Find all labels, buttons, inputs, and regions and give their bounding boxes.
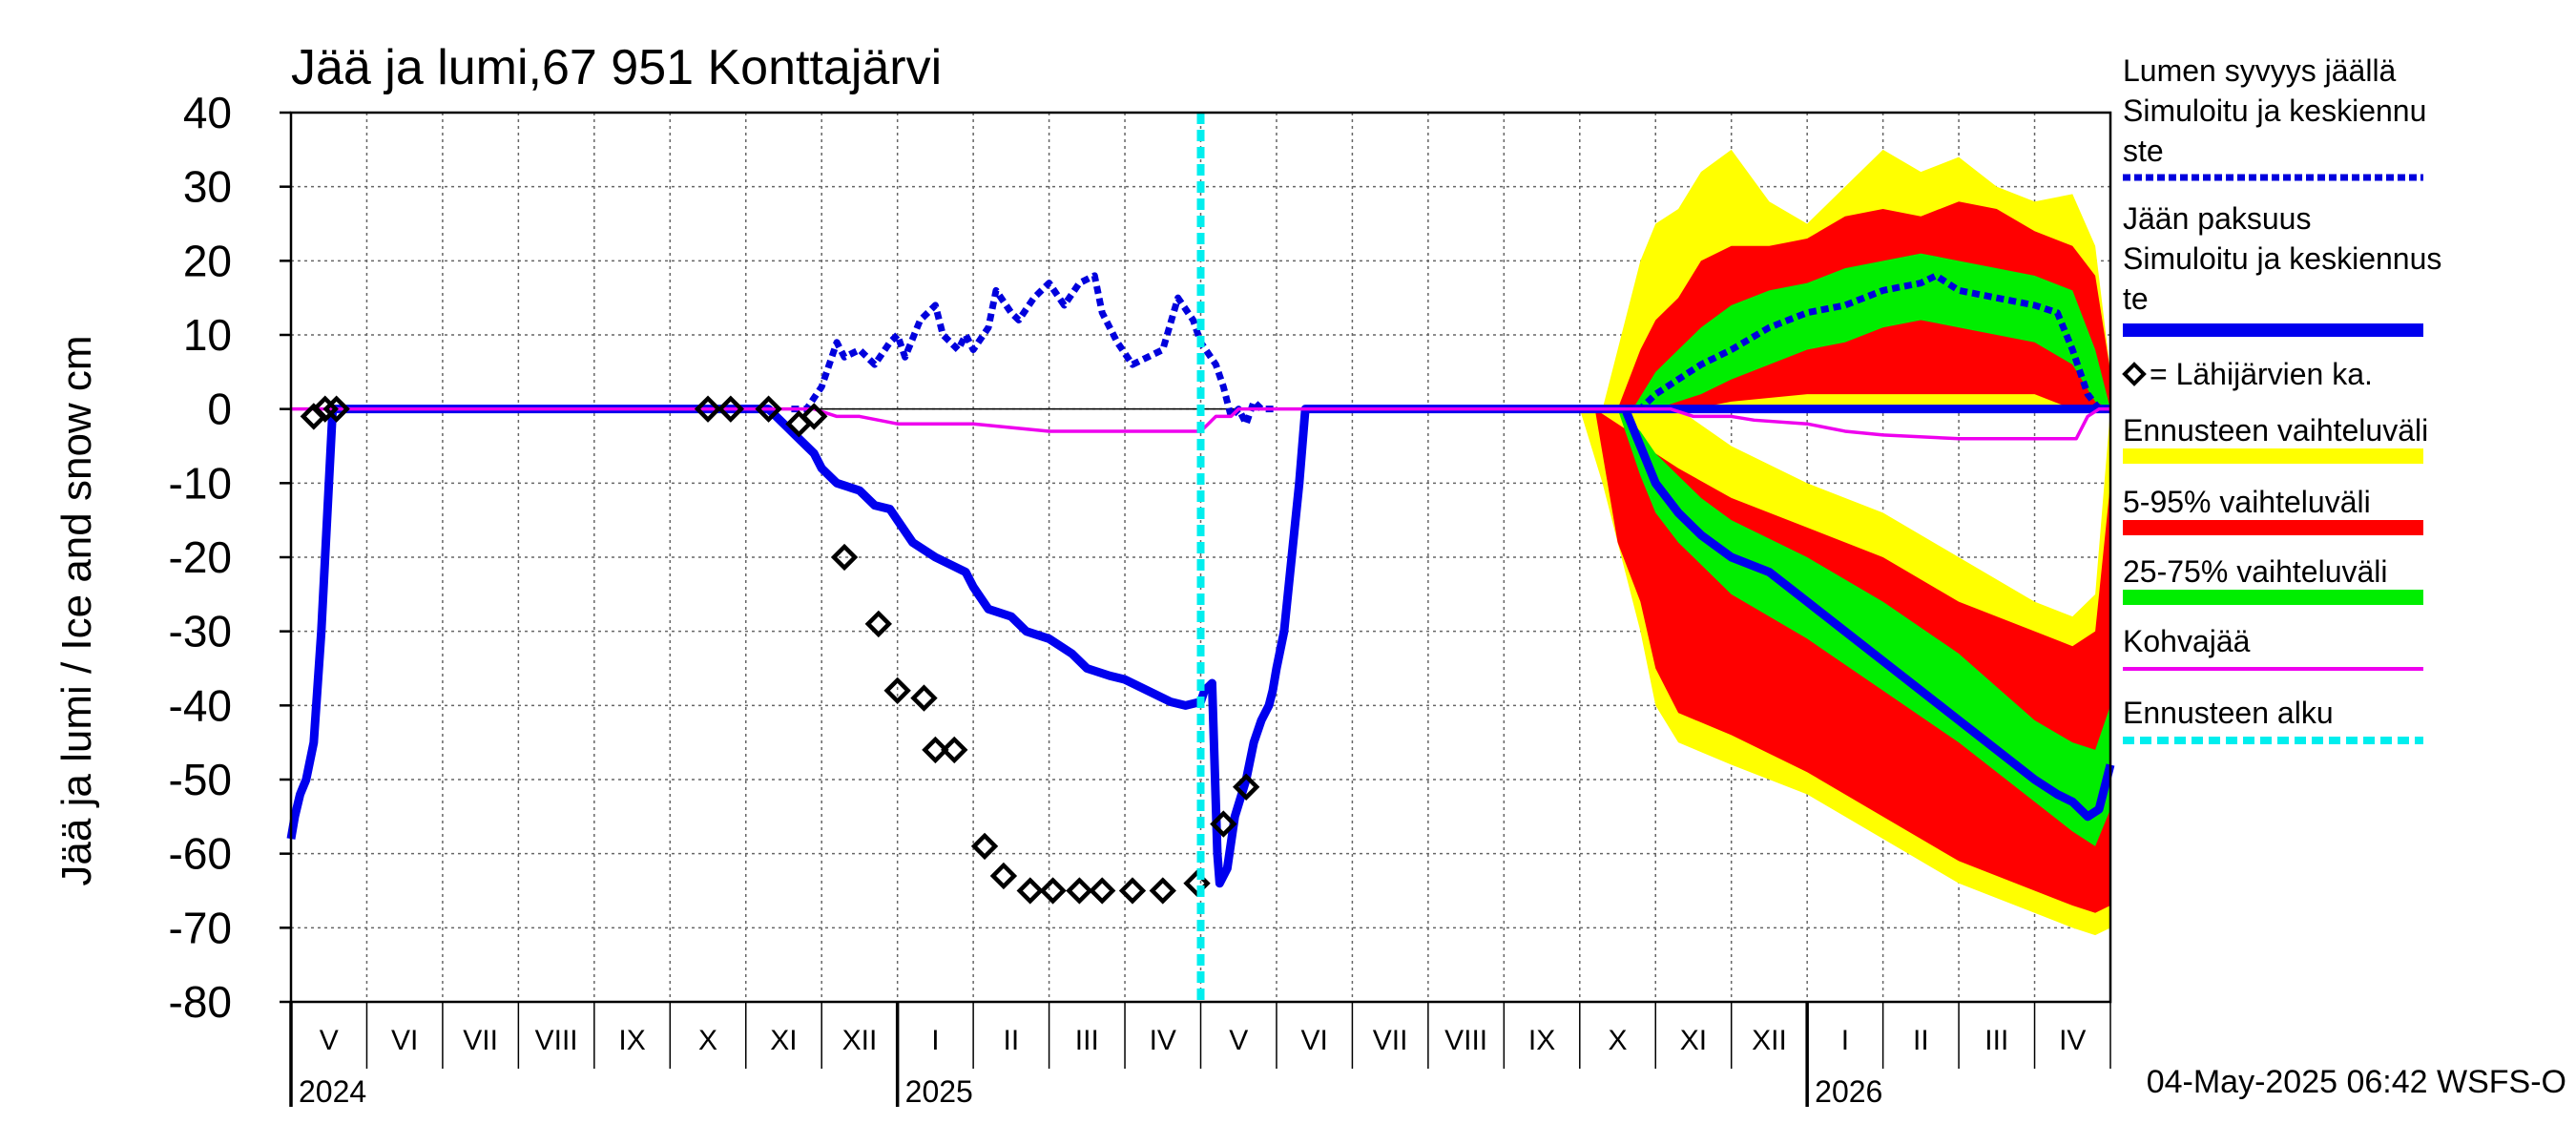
legend-swatch-range-25-75 <box>2123 590 2423 605</box>
month-label: III <box>1075 1025 1099 1056</box>
band-2 <box>1617 408 2110 846</box>
month-label: IV <box>1150 1025 1176 1056</box>
obs-marker <box>970 832 999 861</box>
legend-label-range-25-75: 25-75% vaihteluväli <box>2123 554 2388 589</box>
month-label: IX <box>1528 1025 1555 1056</box>
legend-label-range-full: Ennusteen vaihteluväli <box>2123 413 2428 448</box>
series-line-2 <box>791 272 1277 427</box>
y-tick-label: -50 <box>169 755 232 804</box>
obs-marker <box>1016 877 1044 905</box>
y-axis-label: Jää ja lumi / Ice and snow cm <box>53 335 100 885</box>
series-line-1 <box>1621 406 2115 822</box>
obs-marker <box>1210 810 1237 838</box>
y-tick-label: -30 <box>169 607 232 656</box>
month-label: XII <box>842 1025 878 1056</box>
y-tick-label: 0 <box>207 385 232 434</box>
month-label: XI <box>1680 1025 1707 1056</box>
legend-swatch-range-5-95 <box>2123 520 2423 535</box>
month-label: VII <box>463 1025 498 1056</box>
month-label: IX <box>618 1025 645 1056</box>
month-label: V <box>320 1025 339 1056</box>
series-line-0 <box>286 405 2110 888</box>
y-tick-label: 20 <box>183 236 232 285</box>
legend-swatch-range-full <box>2123 448 2423 464</box>
series-line-3 <box>1625 272 2110 413</box>
obs-marker <box>910 684 938 712</box>
obs-marker <box>694 395 722 423</box>
obs-marker <box>1066 877 1093 905</box>
month-label: III <box>1984 1025 2008 1056</box>
month-label: VI <box>1301 1025 1328 1056</box>
y-tick-label: -20 <box>169 532 232 582</box>
obs-marker <box>800 403 828 430</box>
month-label: II <box>1913 1025 1929 1056</box>
legend-label-snow: ste <box>2123 134 2164 168</box>
obs-marker <box>755 395 782 423</box>
series-line-4 <box>291 406 2110 441</box>
month-label: XI <box>770 1025 797 1056</box>
timestamp: 04-May-2025 06:42 WSFS-O <box>2147 1064 2566 1100</box>
legend-label-obs: = Lähijärvien ka. <box>2150 357 2373 391</box>
month-label: VIII <box>1444 1025 1487 1056</box>
legend-label-ice: Jään paksuus <box>2123 201 2311 236</box>
year-label: 2026 <box>1815 1074 1882 1109</box>
obs-marker <box>941 736 968 764</box>
obs-marker <box>830 543 859 572</box>
y-tick-label: -40 <box>169 680 232 730</box>
obs-marker <box>1118 877 1147 905</box>
month-label: I <box>1841 1025 1849 1056</box>
legend-label-slush: Kohvajää <box>2123 624 2251 658</box>
band-5 <box>1632 253 2110 409</box>
y-tick-label: -70 <box>169 903 232 952</box>
month-label: VIII <box>535 1025 578 1056</box>
obs-marker <box>989 862 1018 890</box>
legend-swatch-obs <box>2122 362 2147 386</box>
month-label: IV <box>2059 1025 2086 1056</box>
obs-marker <box>883 677 911 704</box>
month-label: VII <box>1373 1025 1408 1056</box>
legend-label-range-5-95: 5-95% vaihteluväli <box>2123 485 2371 519</box>
y-tick-label: -60 <box>169 829 232 879</box>
y-tick-label: -80 <box>169 977 232 1027</box>
y-tick-label: -10 <box>169 458 232 508</box>
obs-marker <box>717 395 745 423</box>
month-label: VI <box>391 1025 418 1056</box>
month-label: II <box>1004 1025 1020 1056</box>
y-tick-label: 30 <box>183 162 232 212</box>
year-label: 2025 <box>905 1074 973 1109</box>
obs-marker <box>1232 773 1260 801</box>
legend-label-forecast-start: Ennusteen alku <box>2123 696 2334 730</box>
obs-marker <box>1039 877 1067 905</box>
month-label: I <box>931 1025 939 1056</box>
month-label: XII <box>1752 1025 1787 1056</box>
legend-label-snow: Lumen syvyys jäällä <box>2123 53 2397 88</box>
month-label: V <box>1229 1025 1248 1056</box>
legend-label-snow: Simuloitu ja keskiennu <box>2123 94 2426 128</box>
y-tick-label: 40 <box>183 88 232 137</box>
obs-marker <box>1089 877 1116 905</box>
obs-marker <box>322 395 350 423</box>
y-tick-label: 10 <box>183 310 232 360</box>
chart-title: Jää ja lumi,67 951 Konttajärvi <box>291 40 942 95</box>
obs-marker <box>864 610 892 638</box>
year-label: 2024 <box>299 1074 366 1109</box>
obs-marker <box>1149 877 1176 905</box>
month-label: X <box>698 1025 717 1056</box>
legend-label-ice: te <box>2123 281 2149 316</box>
legend-label-ice: Simuloitu ja keskiennus <box>2123 241 2441 276</box>
obs-marker <box>922 736 949 764</box>
month-label: X <box>1609 1025 1628 1056</box>
